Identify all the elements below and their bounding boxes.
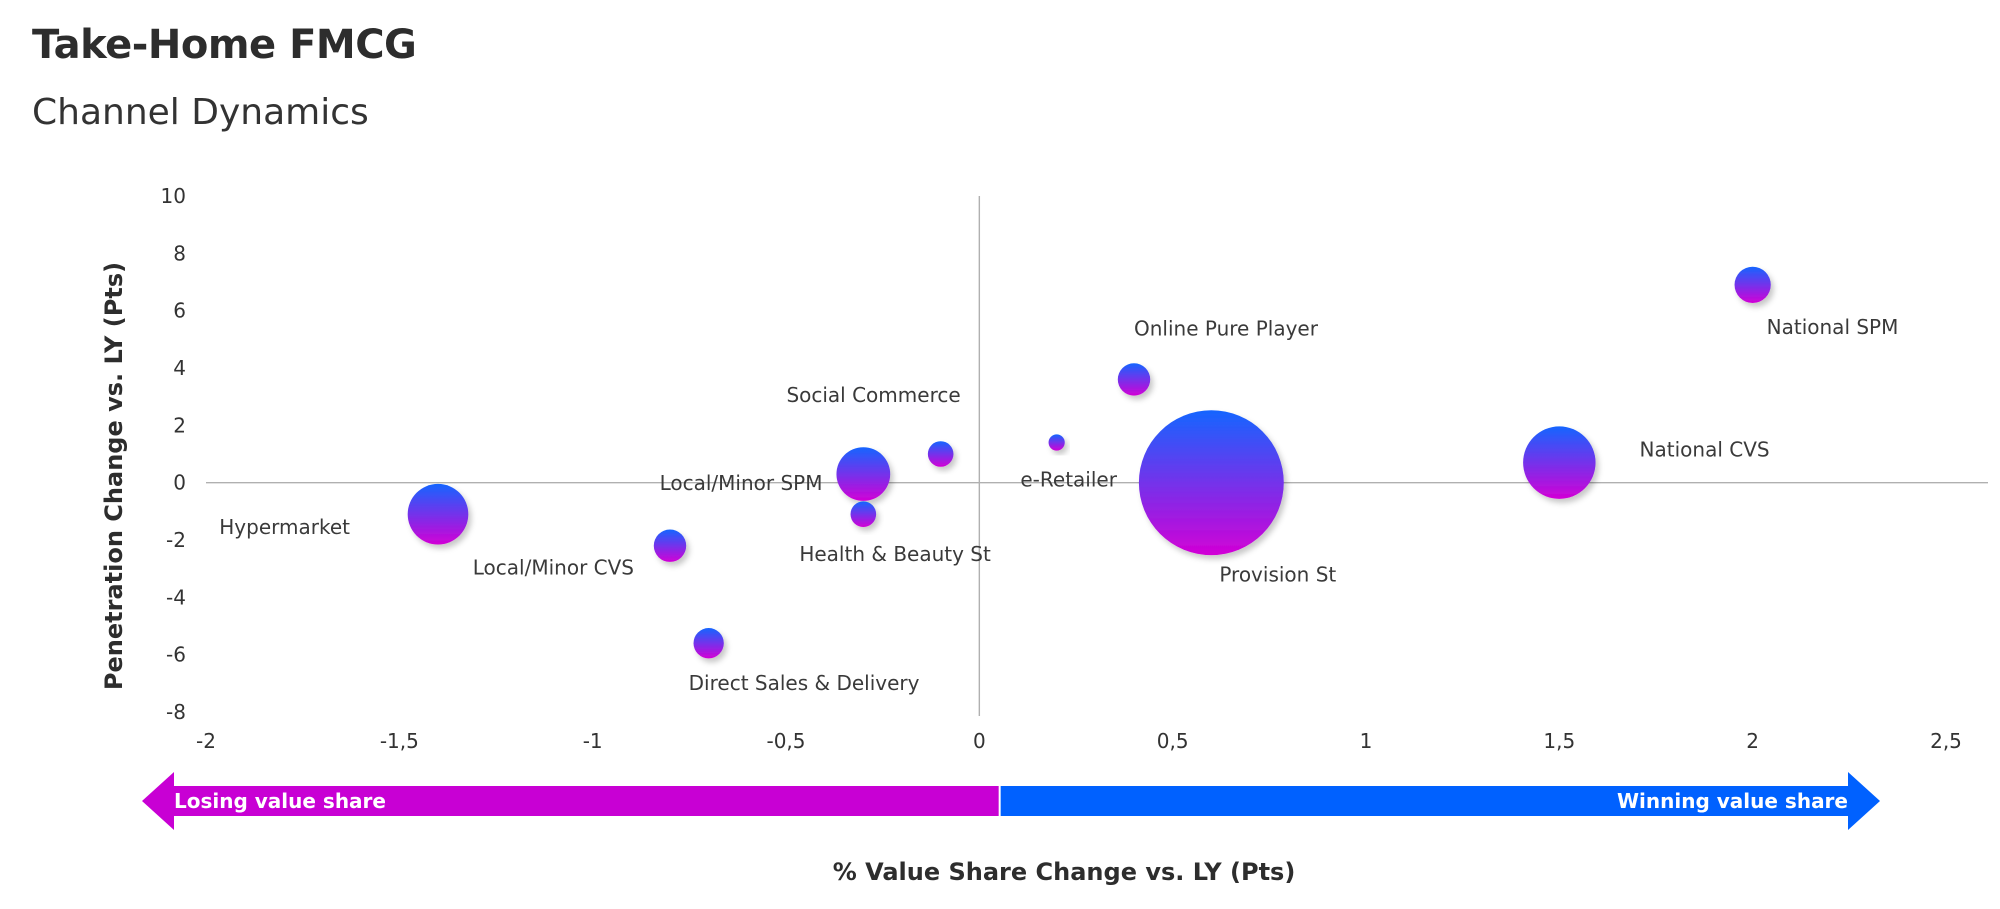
- bubble-label: Online Pure Player: [1134, 316, 1319, 340]
- x-tick-labels: -2 -1,5 -1 -0,5 0 0,5 1 1,5 2 2,5: [196, 729, 1962, 753]
- bubble: [693, 628, 724, 659]
- bubble-label: Social Commerce: [786, 383, 960, 407]
- bubble-label: Direct Sales & Delivery: [689, 671, 920, 695]
- x-tick-label: -2: [196, 729, 216, 753]
- bubbles: [407, 266, 1771, 659]
- axes: [206, 196, 1988, 716]
- x-tick-label: -0,5: [766, 729, 805, 753]
- y-tick-label: -2: [166, 528, 186, 552]
- bubble-label: Local/Minor SPM: [660, 471, 823, 495]
- y-tick-label: 2: [173, 413, 186, 437]
- x-tick-label: -1,5: [380, 729, 419, 753]
- x-tick-label: -1: [583, 729, 603, 753]
- value-share-arrow: Losing value share Winning value share: [142, 772, 1880, 830]
- bubble: [850, 501, 877, 528]
- bubble: [1734, 266, 1771, 303]
- page-subtitle: Channel Dynamics: [32, 92, 369, 133]
- y-tick-labels: 10 8 6 4 2 0 -2 -4 -6 -8: [161, 184, 186, 724]
- y-tick-label: -6: [166, 643, 186, 667]
- bubble: [1117, 363, 1151, 396]
- y-tick-label: -4: [166, 585, 186, 609]
- y-axis-title: Penetration Change vs. LY (Pts): [100, 262, 128, 690]
- bubble: [653, 529, 687, 562]
- y-tick-label: 8: [173, 241, 186, 265]
- y-tick-label: 0: [173, 471, 186, 495]
- x-tick-label: 0,5: [1157, 729, 1189, 753]
- y-tick-label: 6: [173, 299, 186, 323]
- winning-value-share-label: Winning value share: [1617, 789, 1848, 813]
- losing-value-share-arrow: [142, 772, 999, 830]
- bubble: [836, 447, 891, 501]
- x-tick-label: 2,5: [1930, 729, 1962, 753]
- y-tick-label: 4: [173, 356, 186, 380]
- y-tick-label: 10: [161, 184, 186, 208]
- bubble: [407, 483, 469, 545]
- bubble: [1138, 410, 1284, 556]
- x-tick-label: 1: [1360, 729, 1373, 753]
- bubble-label: Hypermarket: [219, 515, 350, 539]
- bubble-label: Health & Beauty St: [799, 542, 991, 566]
- bubble-label: Provision St: [1219, 563, 1336, 587]
- x-tick-label: 1,5: [1543, 729, 1575, 753]
- bubble-labels: Provision St National CVS Hypermarket Local…: [219, 315, 1898, 695]
- bubble: [927, 441, 954, 467]
- y-tick-label: -8: [166, 700, 186, 724]
- bubble: [1523, 426, 1596, 499]
- page-title: Take-Home FMCG: [32, 22, 417, 68]
- bubble-label: Local/Minor CVS: [473, 556, 634, 580]
- winning-value-share-arrow: [1000, 772, 1880, 830]
- x-axis-title: % Value Share Change vs. LY (Pts): [833, 858, 1296, 886]
- bubble-label: National CVS: [1640, 438, 1770, 462]
- x-tick-label: 2: [1746, 729, 1759, 753]
- x-tick-label: 0: [973, 729, 986, 753]
- bubble: [1048, 434, 1065, 451]
- bubble-label: National SPM: [1767, 315, 1899, 339]
- bubble-label: e-Retailer: [1020, 468, 1117, 492]
- losing-value-share-label: Losing value share: [174, 789, 386, 813]
